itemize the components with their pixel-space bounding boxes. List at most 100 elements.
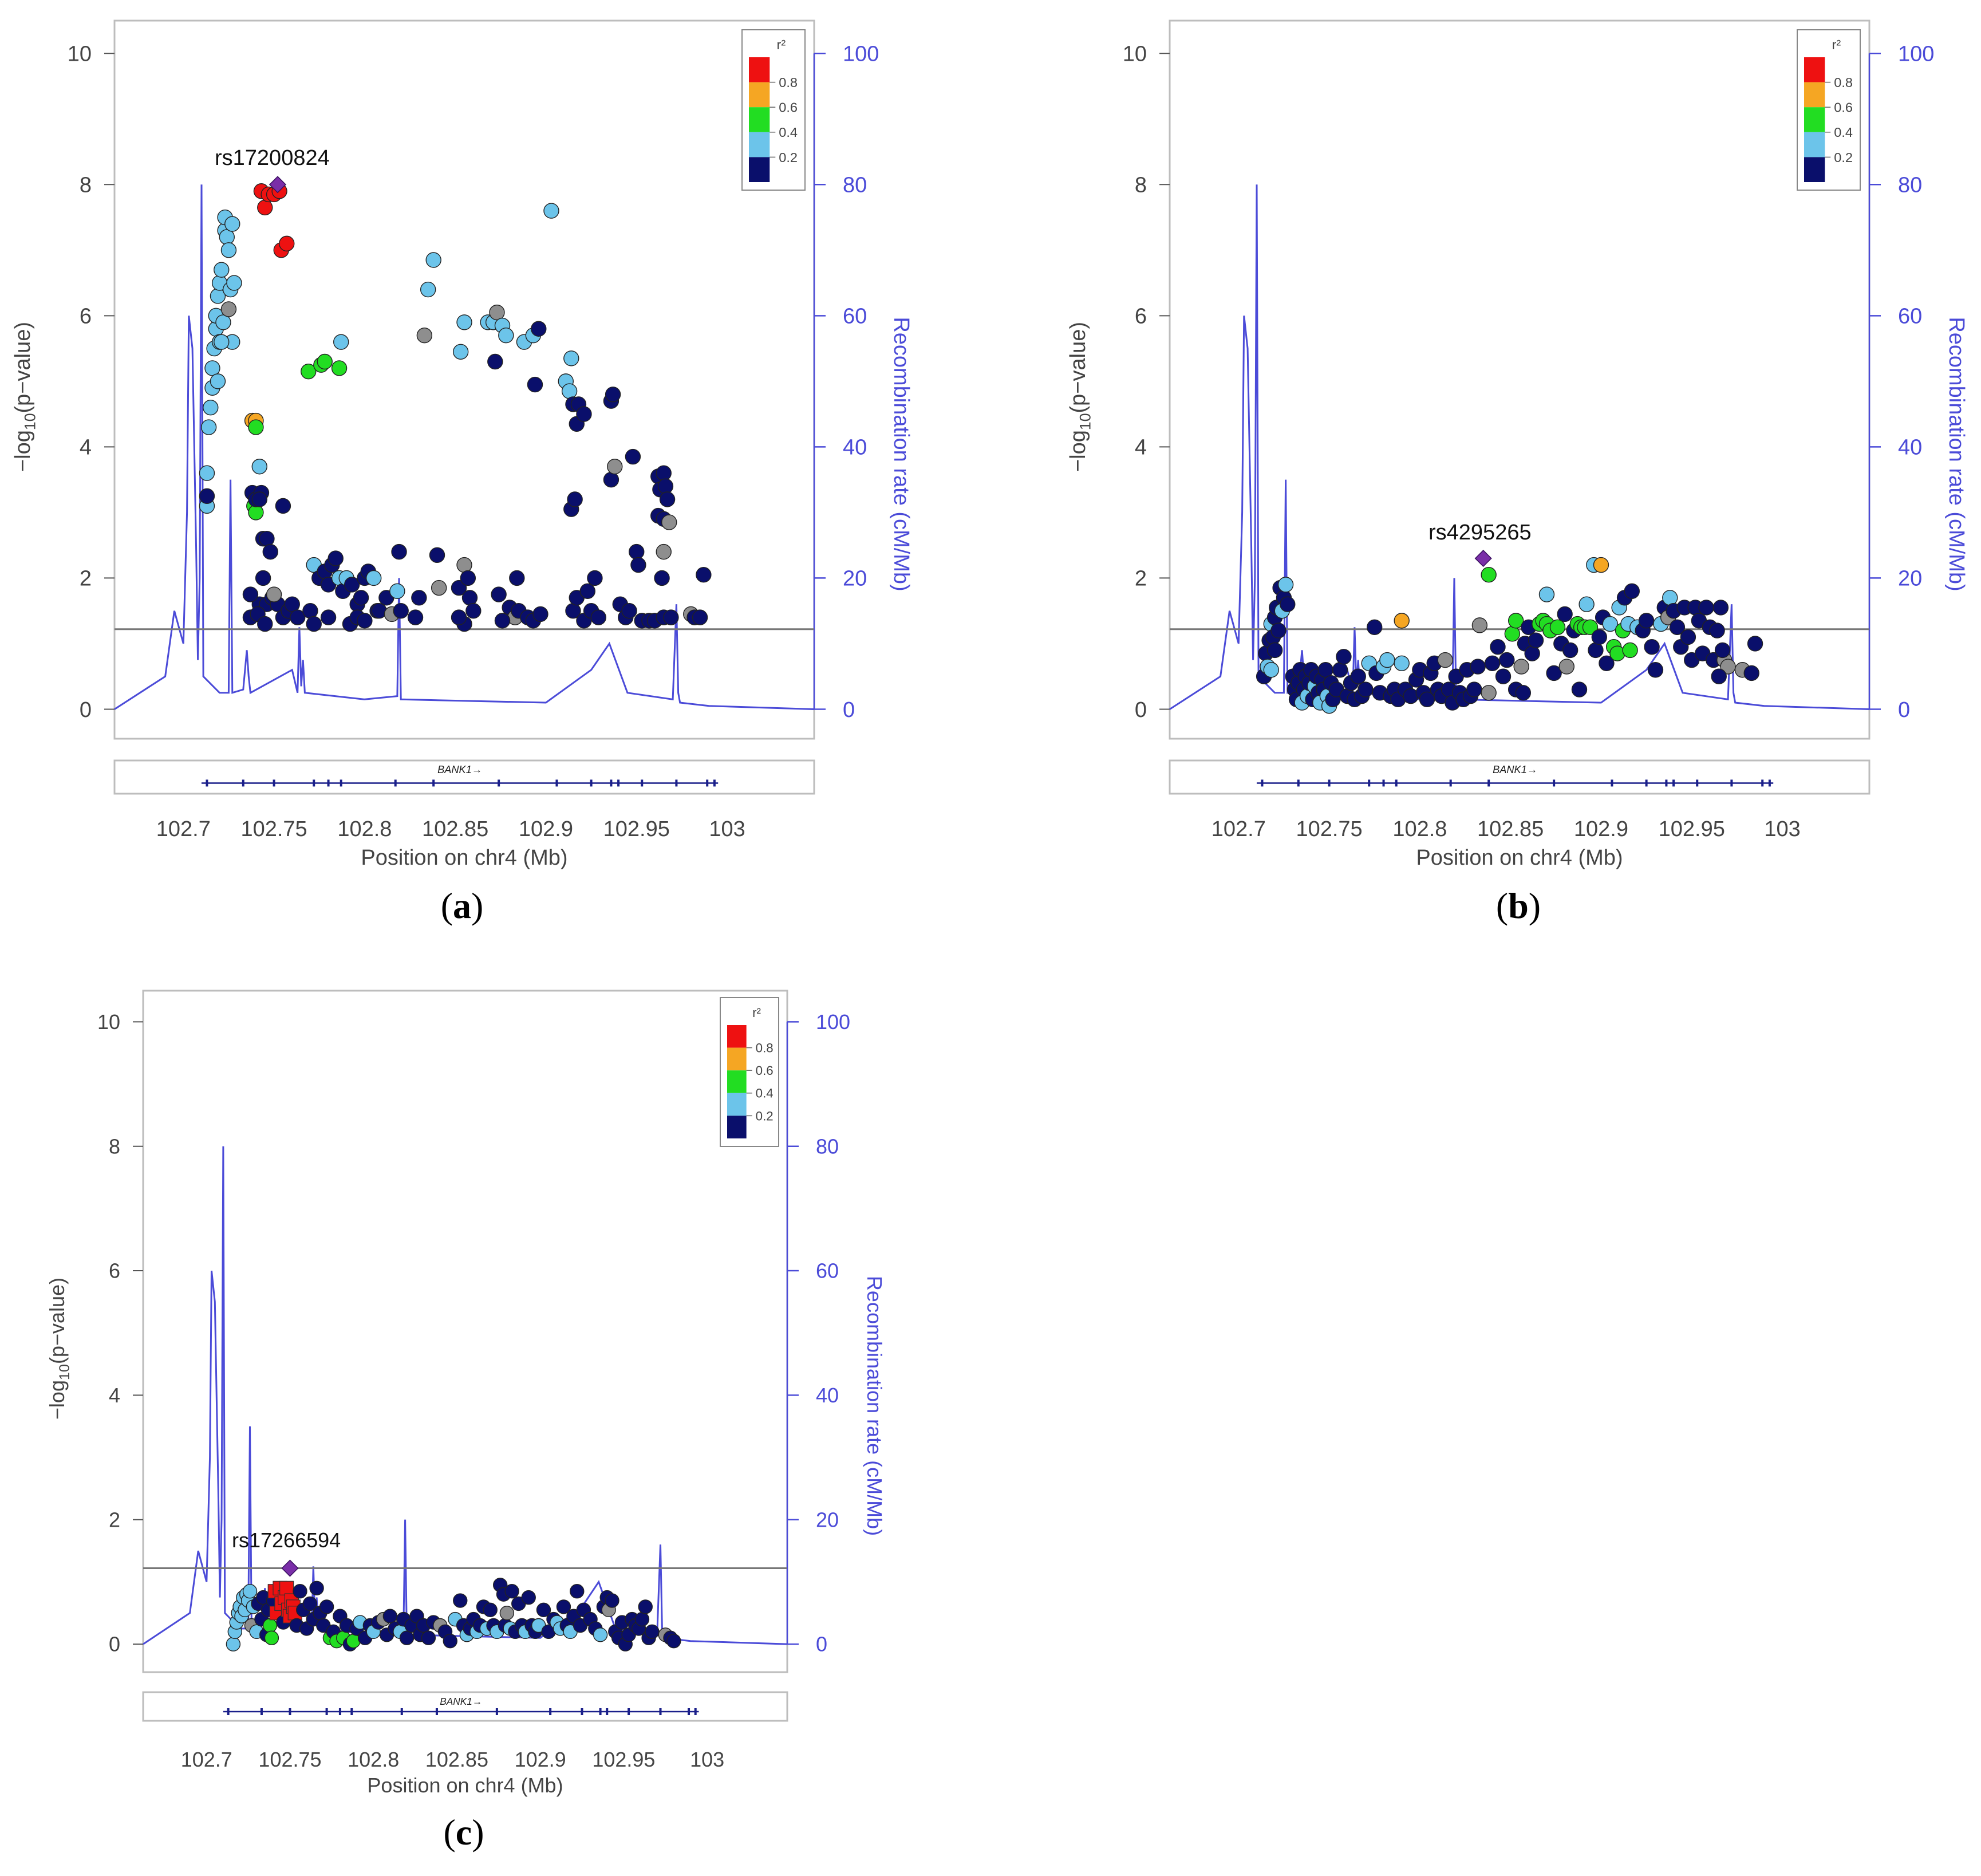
panel-a-xtick-label: 102.8 [337, 817, 392, 841]
panel-b-snp-point [1484, 655, 1501, 672]
panel-a-snp-point [531, 321, 547, 337]
panel-a-snp-point [576, 406, 592, 422]
panel-b-xtick-label: 103 [1764, 817, 1800, 841]
panel-c-legend-label: 0.6 [756, 1063, 774, 1078]
panel-a-snp-point [251, 491, 267, 507]
panel-c-xtick-label: 102.75 [258, 1748, 321, 1771]
panel-a-gene-label: BANK1→ [437, 763, 482, 775]
panel-a-exon [713, 779, 716, 787]
panel-a-legend-swatch [749, 57, 770, 82]
panel-b-legend: r² 0.8 0.6 0.4 0.2 [1797, 29, 1861, 191]
panel-c-xtick-label: 102.95 [592, 1748, 655, 1771]
panel-b-snp-point [1336, 649, 1352, 665]
panel-a-snp-point [407, 609, 424, 625]
panel-a-y2label: Recombination rate (cM/Mb) [889, 317, 913, 591]
panel-a-snp-point [494, 613, 511, 629]
panel-a-ylabel: −log10(p−value) [11, 322, 39, 472]
panel-b-snp-point [1466, 681, 1482, 697]
panel-b-y2tick-label: 0 [1898, 698, 1910, 722]
panel-b-snp-point [1350, 668, 1366, 684]
panel-b-snp-point [1263, 662, 1279, 678]
panel-a-snp-point [579, 583, 595, 600]
panel-a-exon [327, 779, 330, 787]
panel-c-y2tick-label: 100 [816, 1010, 850, 1034]
panel-b-ytick-label: 8 [1135, 174, 1147, 198]
panel-c-snp-point [453, 1593, 468, 1608]
panel-c-snp-point [521, 1590, 536, 1605]
panel-b-snp-point [1644, 639, 1660, 655]
panel-b-snp-point [1558, 659, 1575, 675]
panel-b-snp-point [1317, 662, 1333, 678]
panel-a-snp-point [389, 583, 405, 600]
panel-c-exon [659, 1708, 662, 1715]
panel-a-snp-point [214, 334, 230, 350]
panel-b-ytick-label: 6 [1135, 305, 1147, 329]
panel-b-snp-point [1582, 619, 1599, 636]
panel-c-exon [325, 1708, 328, 1715]
panel-b-legend-label: 0.6 [1834, 100, 1853, 115]
panel-a-snp-point [266, 586, 282, 602]
panel-b-snp-point [1277, 577, 1294, 593]
panel-a-snp-point [257, 616, 273, 632]
panel-c-exon [694, 1708, 697, 1715]
panel-c-exon [260, 1708, 263, 1715]
panel-c-xtick-label: 102.9 [515, 1748, 566, 1771]
panel-a-snp-point [242, 586, 259, 602]
panel-b-snp-point [1379, 652, 1395, 668]
panel-a-snp-point [625, 448, 641, 465]
panel-a-snp-point [489, 304, 505, 321]
panel-a-exon [590, 779, 593, 787]
panel-a-lead-snp-marker [269, 176, 286, 194]
panel-b-legend-label: 0.2 [1834, 150, 1853, 165]
panel-b-snp-point [1593, 557, 1609, 573]
panel-b-exon [1672, 779, 1675, 787]
panel-a-snp-point [333, 334, 349, 350]
panel-a-snp-point [393, 602, 409, 619]
panel-a-exon [206, 779, 208, 787]
panel-b-snp-point [1394, 655, 1410, 672]
panel-b-snp-point [1513, 659, 1529, 675]
panel-a-xtick-label: 102.7 [156, 817, 211, 841]
panel-b-ytick-label: 4 [1135, 436, 1147, 460]
panel-a-y2tick-label: 80 [843, 174, 867, 198]
panel-b-snp-point [1712, 600, 1729, 616]
panel-a-legend-swatch [749, 107, 770, 132]
panel-b-exon [1297, 779, 1300, 787]
panel-a-snp-point [605, 387, 621, 403]
panel-b-snp-point [1698, 600, 1714, 616]
panel-c-snp-point [536, 1602, 551, 1618]
panel-a-snp-point [199, 465, 215, 481]
panel-b-legend-swatch [1804, 157, 1825, 182]
panel-b-snp-point [1588, 642, 1604, 659]
panel-b-snp-point [1495, 668, 1512, 684]
panel-b-exon [1730, 779, 1733, 787]
panel-b-snp-point [1591, 629, 1607, 645]
panel-c-snp-point [293, 1584, 307, 1599]
panel-b-xtick-label: 102.75 [1296, 817, 1362, 841]
panel-b-snp-point [1367, 619, 1383, 636]
panel-c-lead-snp-marker [281, 1559, 299, 1577]
panel-c-xtick-label: 102.7 [181, 1748, 232, 1771]
panel-a-snp-point [460, 570, 476, 586]
panel-b-exon [1382, 779, 1385, 787]
panel-c-exon [227, 1708, 230, 1715]
panel-b-snp-point [1538, 586, 1555, 602]
panel-b-snp-point [1499, 652, 1515, 668]
panel-b-snp-point [1481, 566, 1497, 583]
panel-a-snp-point [262, 543, 278, 560]
panel-b-snp-point [1579, 596, 1595, 612]
panel-b-exon [1761, 779, 1764, 787]
panel-b-xtick-label: 102.9 [1574, 817, 1628, 841]
panel-c-exon [495, 1708, 498, 1715]
panel-b-lead-snp-marker [1474, 550, 1492, 567]
panel-b-exon [1368, 779, 1371, 787]
panel-label-b: (b) [1495, 885, 1541, 926]
panel-c-legend-label: 0.8 [756, 1041, 774, 1055]
panel-c-snp-point [556, 1599, 571, 1614]
panel-a-snp-point [353, 590, 369, 606]
panel-c-y2tick-label: 0 [816, 1633, 827, 1656]
panel-a-ytick-label: 0 [80, 698, 92, 722]
panel-b-gene-track-frame [1169, 759, 1870, 795]
panel-a-snp-point [357, 613, 373, 629]
